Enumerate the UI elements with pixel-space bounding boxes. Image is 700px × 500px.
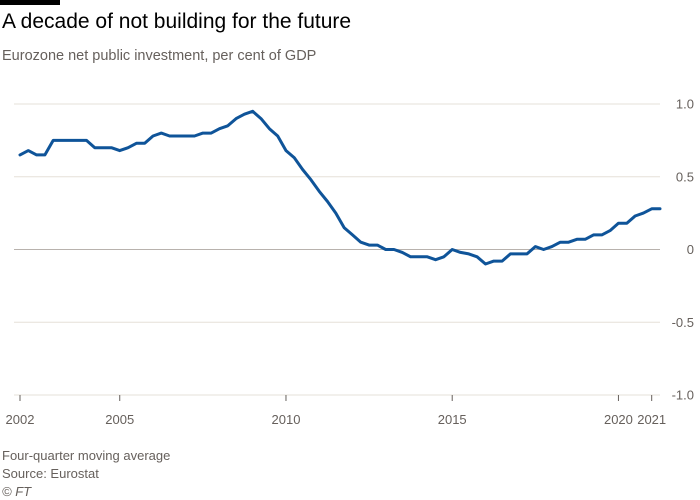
chart-title: A decade of not building for the future — [2, 10, 352, 33]
y-tick-label: -0.5 — [672, 315, 694, 330]
x-tick-label: 2020 — [604, 412, 633, 427]
chart-note: Four-quarter moving average — [2, 448, 171, 463]
x-tick-label: 2002 — [6, 412, 35, 427]
y-tick-label: 1.0 — [676, 97, 694, 112]
ft-credit: © FT — [2, 484, 32, 499]
brand-bar — [0, 0, 60, 5]
x-tick-label: 2010 — [272, 412, 301, 427]
chart-subtitle: Eurozone net public investment, per cent… — [2, 48, 317, 64]
y-tick-label: 0 — [687, 242, 694, 257]
x-tick-label: 2015 — [438, 412, 467, 427]
series-line — [18, 109, 662, 266]
x-tick-label: 2021 — [637, 412, 666, 427]
y-tick-label: -1.0 — [672, 388, 694, 403]
chart-source: Source: Eurostat — [2, 466, 99, 481]
y-tick-label: 0.5 — [676, 169, 694, 184]
x-tick-label: 2005 — [105, 412, 134, 427]
